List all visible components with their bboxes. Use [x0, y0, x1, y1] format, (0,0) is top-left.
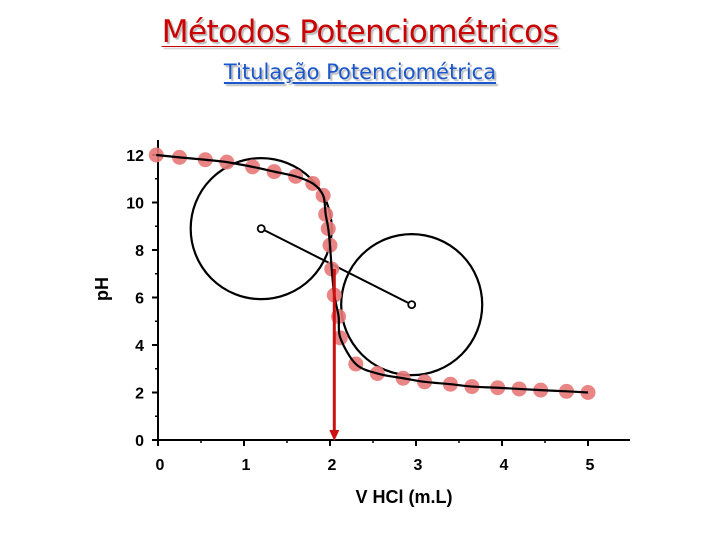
circle-center-lower: [407, 300, 417, 310]
x-tick-label: 4: [500, 457, 509, 474]
x-tick-label: 3: [414, 457, 423, 474]
y-tick-label: 6: [135, 291, 144, 308]
circle-center-upper: [256, 224, 266, 234]
equivalence-marker: [329, 269, 340, 441]
x-tick-label: 5: [586, 457, 595, 474]
page-title: Métodos Potenciométricos: [161, 14, 559, 50]
page-subtitle: Titulação Potenciométrica: [223, 60, 497, 84]
tangent-circle-lower: [340, 233, 484, 377]
y-tick-label: 4: [135, 338, 144, 355]
y-tick-label: 10: [126, 196, 144, 213]
y-tick-label: 0: [135, 433, 144, 450]
titration-curve-line: [156, 153, 589, 394]
equivalence-arrowhead: [329, 430, 340, 441]
y-axis-label: pH: [92, 277, 112, 301]
x-tick-label: 1: [242, 457, 251, 474]
y-tick-label: 8: [135, 243, 144, 260]
chart-axes: [152, 140, 630, 446]
x-tick-label: 2: [328, 457, 337, 474]
x-axis-label: V HCl (m.L): [356, 487, 453, 507]
titration-curve: [156, 153, 589, 394]
x-tick-label: 0: [156, 457, 165, 474]
y-tick-label: 2: [135, 386, 144, 403]
y-tick-label: 12: [126, 148, 144, 165]
